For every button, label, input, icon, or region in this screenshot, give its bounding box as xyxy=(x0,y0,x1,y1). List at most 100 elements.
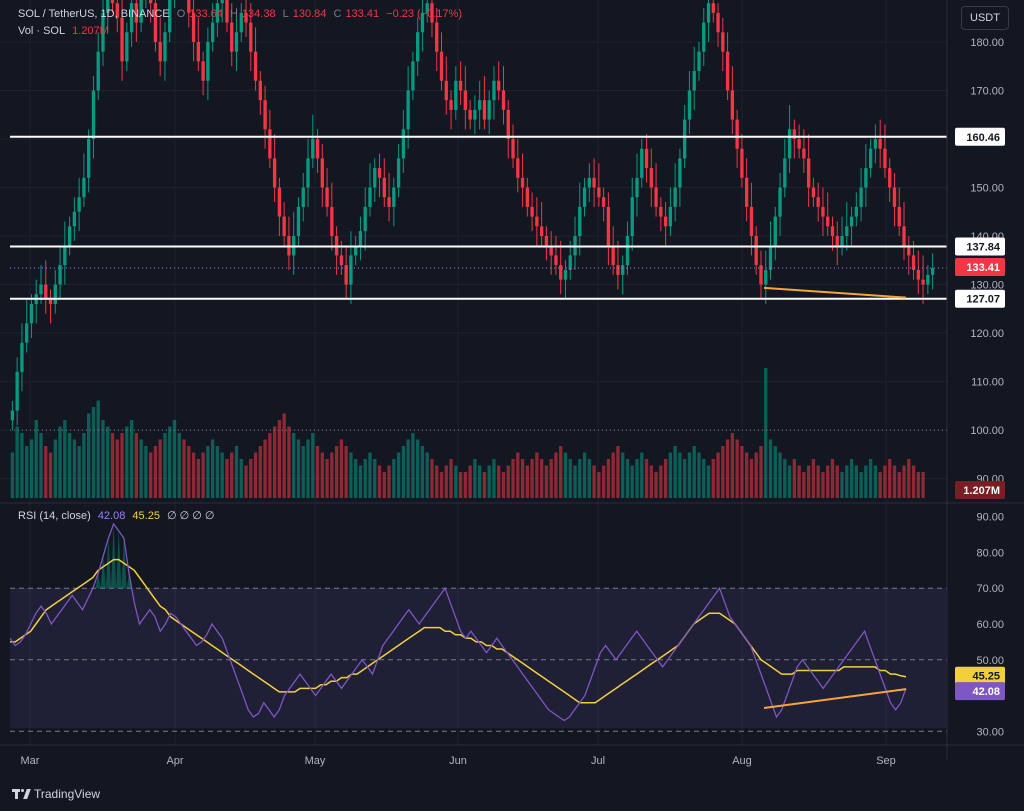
candle-body xyxy=(311,138,315,159)
candle-body xyxy=(168,0,172,33)
volume-bar xyxy=(315,446,320,498)
volume-bar xyxy=(158,439,162,498)
candle-body xyxy=(411,61,415,91)
price-tick-label: 180.00 xyxy=(970,37,1004,49)
volume-bar xyxy=(516,452,520,498)
candle-body xyxy=(215,3,220,23)
volume-bar xyxy=(292,433,296,498)
candle-body xyxy=(806,158,811,188)
volume-label[interactable]: Vol · SOL xyxy=(18,25,66,37)
candle-body xyxy=(559,265,563,280)
volume-bar xyxy=(63,420,67,498)
rsi-tick-label: 70.00 xyxy=(976,583,1004,595)
volume-bar xyxy=(797,465,801,498)
candle-body xyxy=(721,32,725,52)
volume-bar xyxy=(859,472,863,498)
candle-body xyxy=(678,158,682,188)
volume-bar xyxy=(683,459,687,498)
candle-body xyxy=(668,206,673,227)
candle-body xyxy=(525,187,530,207)
candle-body xyxy=(392,187,396,207)
volume-bar xyxy=(191,452,196,498)
volume-bar xyxy=(692,446,696,498)
volume-bar xyxy=(787,465,792,498)
volume-bar xyxy=(578,459,582,498)
candle-body xyxy=(325,187,329,207)
candle-body xyxy=(716,12,720,33)
candle-body xyxy=(430,3,434,23)
rsi-band-fill xyxy=(10,588,947,728)
volume-bar xyxy=(296,439,301,498)
volume-bar xyxy=(253,452,258,498)
rsi-trendline xyxy=(763,688,907,710)
candle-body xyxy=(344,265,348,285)
candle-body xyxy=(601,197,606,207)
candle-body xyxy=(210,22,215,42)
volume-bar xyxy=(663,459,668,498)
price-levels xyxy=(10,135,947,431)
volume-bar xyxy=(759,446,763,498)
candle-body xyxy=(10,410,15,421)
volume-bar xyxy=(354,459,358,498)
candle-body xyxy=(501,90,506,110)
candle-body xyxy=(482,100,487,120)
currency-button[interactable]: USDT xyxy=(961,6,1009,30)
volume-bar xyxy=(115,439,119,498)
volume-bar xyxy=(649,465,653,498)
candle-body xyxy=(463,90,468,110)
rsi-ma-last-label: 45.25 xyxy=(972,671,1000,683)
open-value: 133.64 xyxy=(189,8,223,20)
level-label-2-bg xyxy=(955,289,1005,308)
volume-bar xyxy=(420,446,425,498)
candle-body xyxy=(845,226,849,237)
volume-bar xyxy=(482,472,487,498)
volume-bar xyxy=(554,452,558,498)
candle-body xyxy=(191,12,196,42)
candle-body xyxy=(272,158,277,188)
candle-body xyxy=(134,3,139,23)
candle-body xyxy=(611,245,615,266)
candle-body xyxy=(139,0,143,23)
candle-body xyxy=(487,100,491,120)
candle-body xyxy=(749,206,754,237)
candle-body xyxy=(129,3,134,33)
candle-body xyxy=(911,255,916,270)
candle-body xyxy=(873,138,878,149)
candle-body xyxy=(449,100,453,110)
volume-bar xyxy=(101,420,105,498)
rsi-tick-label: 80.00 xyxy=(976,547,1004,559)
volume-bar xyxy=(725,439,730,498)
symbol-label[interactable]: SOL / TetherUS, 1D, BINANCE xyxy=(18,8,170,20)
candle-body xyxy=(234,32,239,52)
candle-body xyxy=(792,129,797,139)
candle-body xyxy=(702,22,706,52)
tradingview-logo-icon[interactable] xyxy=(12,788,31,800)
candle-body xyxy=(435,22,439,52)
candle-body xyxy=(754,236,758,266)
volume-bar xyxy=(344,446,348,498)
candle-body xyxy=(25,323,29,343)
volume-bar xyxy=(640,452,644,498)
candle-body xyxy=(687,90,692,120)
candle-body xyxy=(15,371,19,411)
volume-bar xyxy=(506,465,510,498)
candle-body xyxy=(902,226,906,246)
volume-bar xyxy=(20,433,24,498)
volume-bar xyxy=(573,465,577,498)
volume-bar xyxy=(91,407,96,498)
rsi-label[interactable]: RSI (14, close) xyxy=(18,510,91,522)
volume-bar xyxy=(415,439,420,498)
tradingview-brand[interactable]: TradingView xyxy=(34,787,101,801)
candle-body xyxy=(864,168,868,188)
level-label-0-bg xyxy=(955,127,1005,146)
candle-body xyxy=(377,168,382,178)
volume-bar xyxy=(234,446,239,498)
candle-body xyxy=(163,32,167,62)
volume-last-label-bg xyxy=(955,481,1005,499)
candle-body xyxy=(854,206,858,217)
volume-bar xyxy=(559,446,563,498)
time-tick-label: Sep xyxy=(876,755,896,767)
price-trendline xyxy=(763,286,907,299)
volume-bar xyxy=(277,420,282,498)
